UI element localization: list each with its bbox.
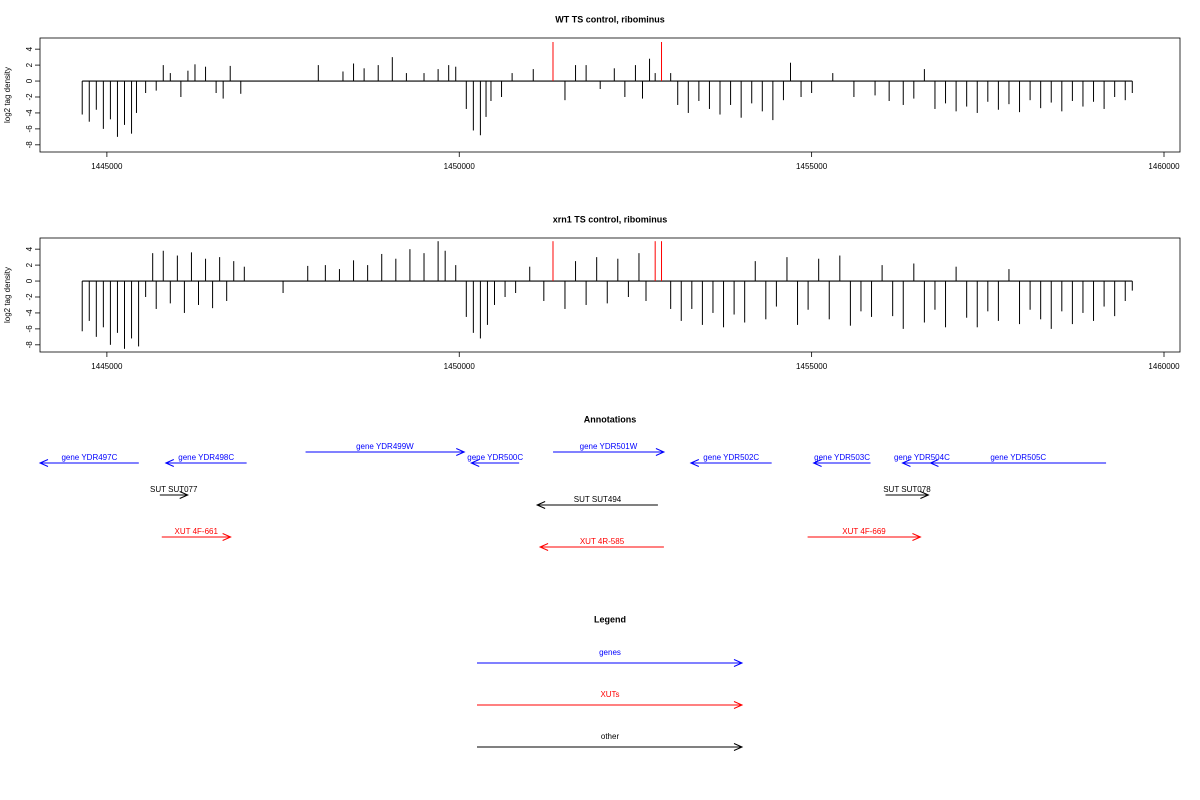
y-tick-label: -8 (25, 141, 34, 149)
x-tick-label: 1455000 (796, 162, 828, 171)
feature-arrow-head (456, 448, 466, 456)
feature-arrow-head (812, 459, 822, 467)
y-axis-label: log2 tag density (3, 267, 12, 323)
legend-label: other (601, 732, 620, 741)
feature-label: SUT SUT494 (574, 495, 622, 504)
y-tick-label: 2 (25, 262, 34, 267)
x-tick-label: 1445000 (91, 162, 123, 171)
legend-label: XUTs (600, 690, 619, 699)
x-tick-label: 1455000 (796, 362, 828, 371)
x-tick-label: 1460000 (1148, 362, 1180, 371)
feature-arrow-head (689, 459, 700, 467)
feature-arrow-head (179, 491, 189, 499)
y-tick-label: -2 (25, 293, 34, 301)
feature-arrow-head (912, 533, 922, 541)
legend-arrow-head (733, 659, 744, 667)
legend-arrow-head (733, 701, 744, 709)
feature-arrow-head (655, 448, 666, 456)
x-tick-label: 1450000 (444, 362, 476, 371)
feature-label: SUT SUT077 (150, 485, 198, 494)
legend-label: genes (599, 648, 621, 657)
chart-title: WT TS control, ribominus (555, 14, 665, 24)
y-tick-label: 4 (25, 46, 34, 51)
chart-title: xrn1 TS control, ribominus (553, 214, 668, 224)
feature-label: gene YDR502C (703, 453, 759, 462)
feature-label: gene YDR498C (178, 453, 234, 462)
plot-frame (39, 37, 1181, 153)
feature-label: gene YDR500C (467, 453, 523, 462)
y-tick-label: 4 (25, 246, 34, 251)
feature-arrow-head (538, 543, 549, 551)
feature-label: SUT SUT078 (883, 485, 931, 494)
feature-arrow-head (164, 459, 174, 467)
feature-arrow-head (38, 459, 49, 467)
feature-arrow-head (535, 501, 546, 509)
feature-arrow-head (222, 533, 232, 541)
legend-title: Legend (594, 614, 626, 624)
feature-label: XUT 4F-669 (842, 527, 886, 536)
y-tick-label: -8 (25, 341, 34, 349)
feature-arrow-head (469, 459, 480, 467)
feature-label: gene YDR505C (990, 453, 1046, 462)
feature-label: gene YDR497C (61, 453, 117, 462)
plot-frame (39, 237, 1181, 353)
y-tick-label: 0 (25, 278, 34, 283)
feature-arrow-head (901, 459, 911, 467)
x-tick-label: 1460000 (1148, 162, 1180, 171)
y-tick-label: -6 (25, 125, 34, 133)
feature-label: gene YDR503C (814, 453, 870, 462)
feature-label: gene YDR499W (356, 442, 414, 451)
feature-label: gene YDR504C (894, 453, 950, 462)
feature-arrow-head (920, 491, 930, 499)
y-tick-label: -4 (25, 109, 34, 117)
y-tick-label: -6 (25, 325, 34, 333)
y-tick-label: 2 (25, 62, 34, 67)
y-tick-label: -2 (25, 93, 34, 101)
legend-arrow-head (733, 743, 744, 751)
annotations-title: Annotations (584, 414, 637, 424)
x-tick-label: 1445000 (91, 362, 123, 371)
feature-label: XUT 4R-585 (580, 537, 625, 546)
feature-arrow-head (929, 459, 939, 467)
y-axis-label: log2 tag density (3, 67, 12, 123)
feature-label: gene YDR501W (580, 442, 638, 451)
y-tick-label: 0 (25, 78, 34, 83)
feature-label: XUT 4F-661 (174, 527, 218, 536)
y-tick-label: -4 (25, 309, 34, 317)
x-tick-label: 1450000 (444, 162, 476, 171)
